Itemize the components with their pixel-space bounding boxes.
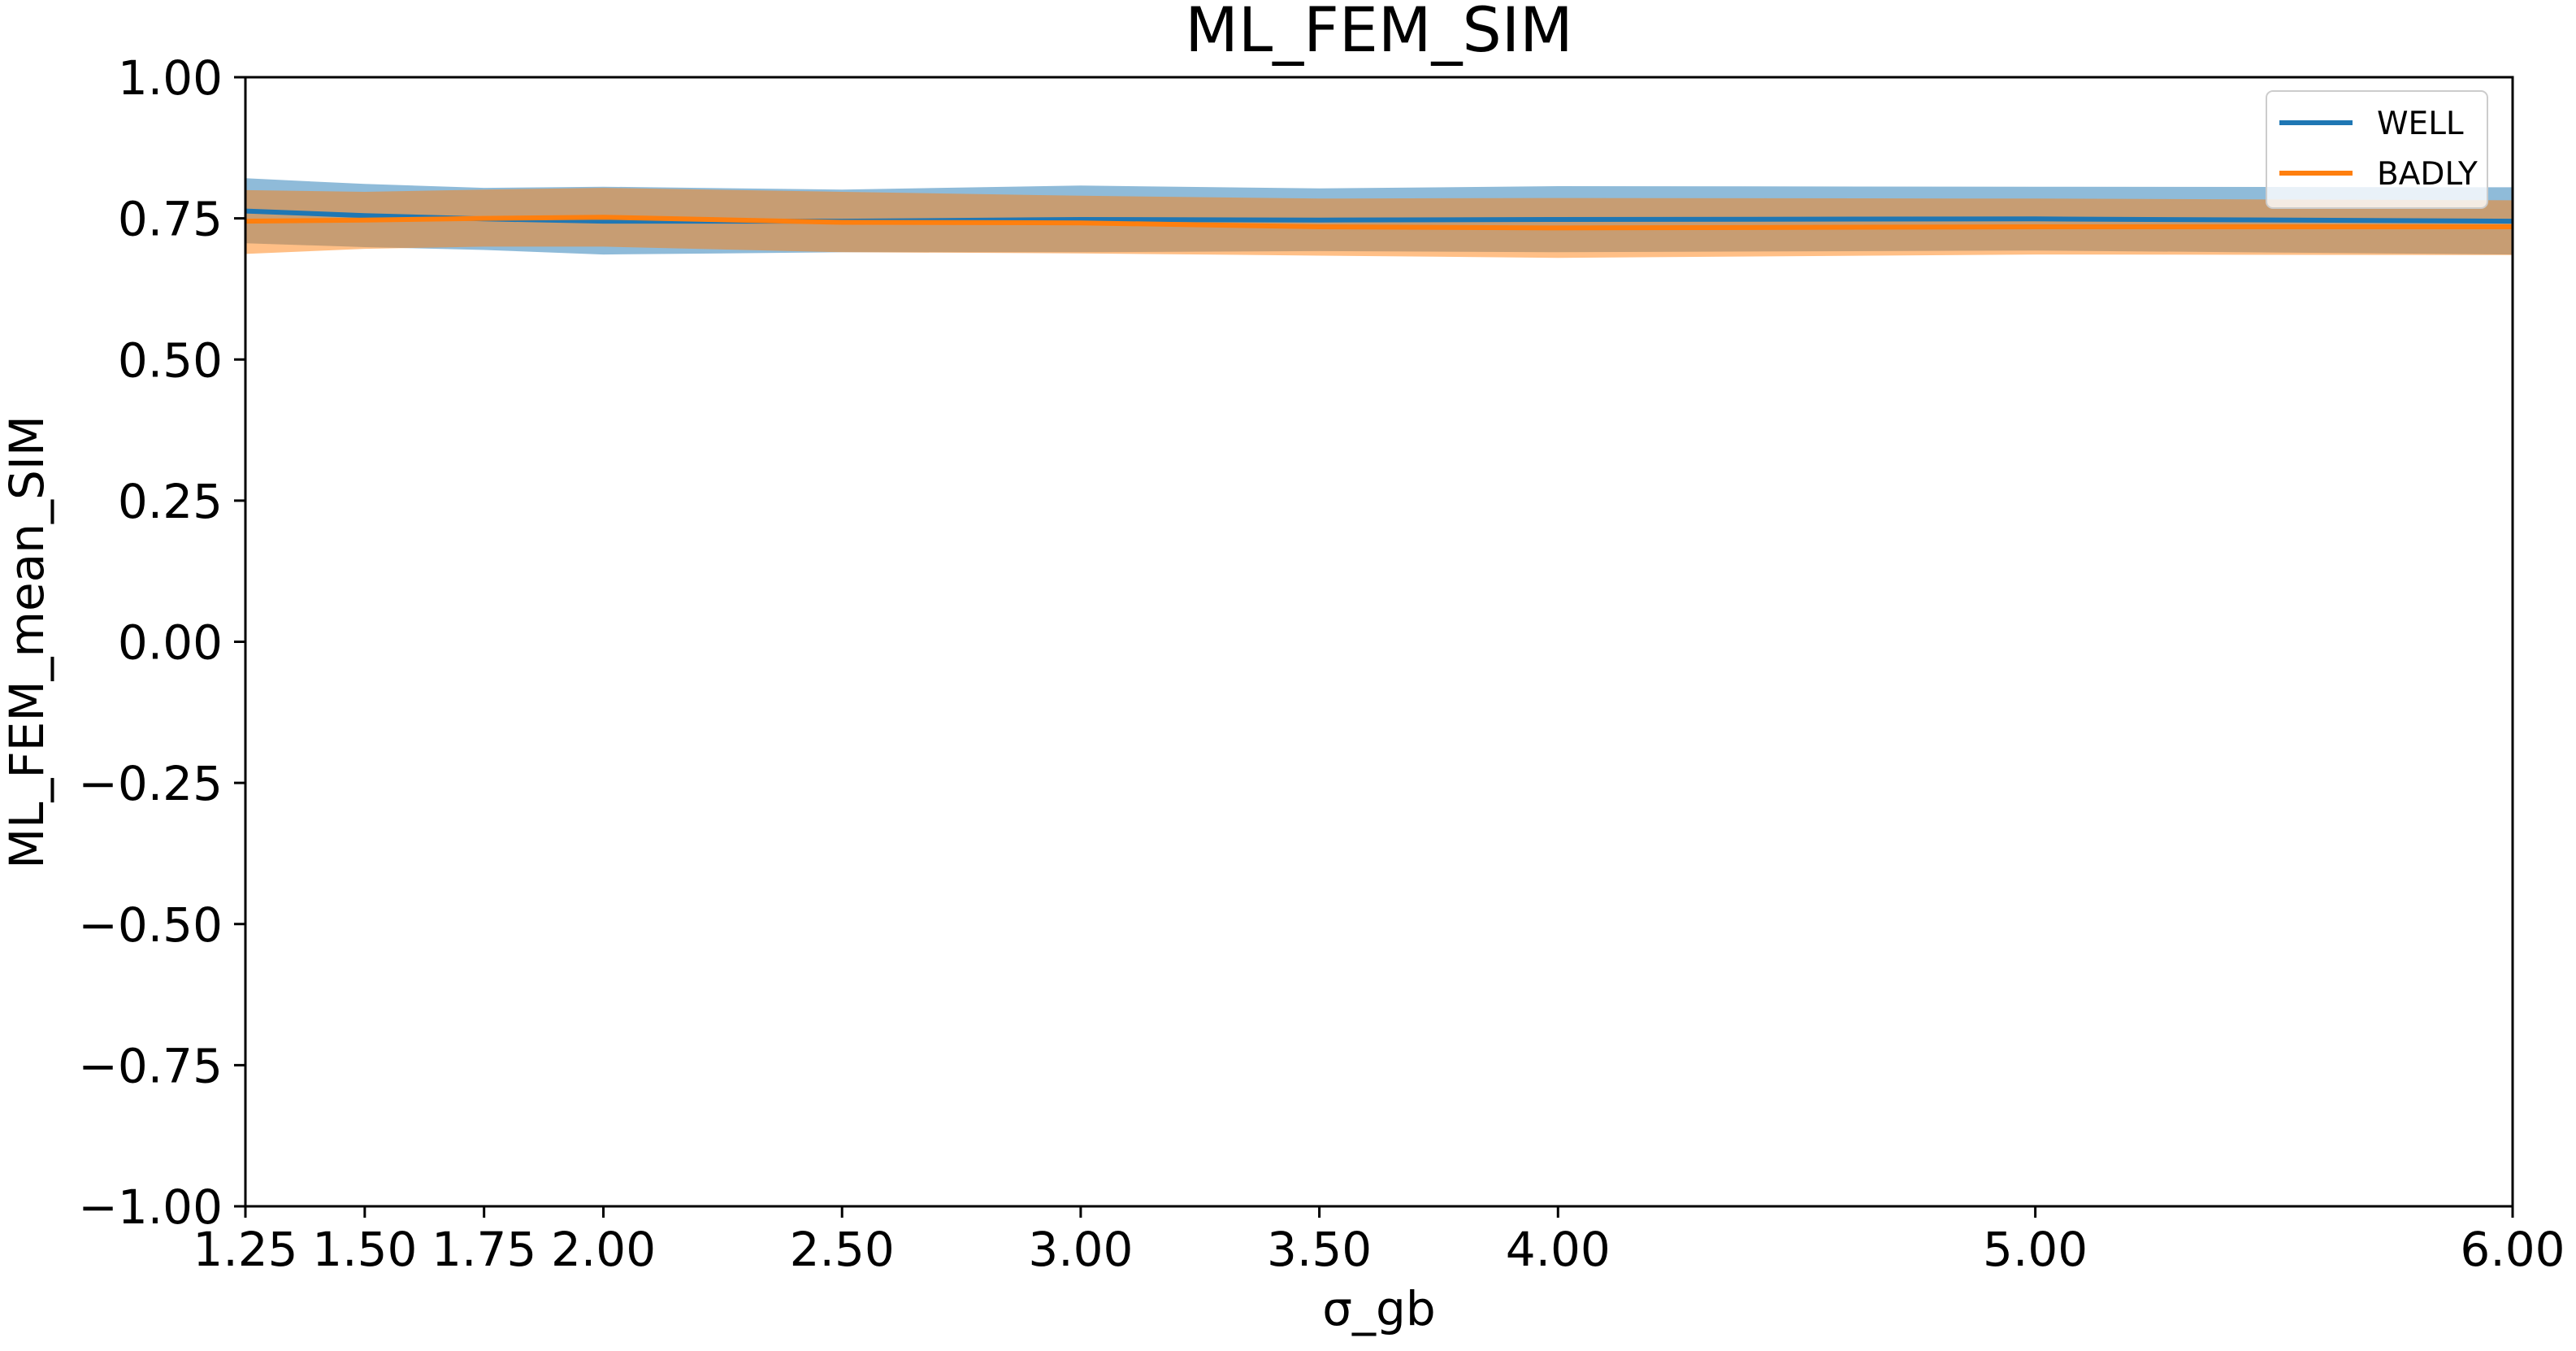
legend-label-badly: BADLY (2377, 156, 2478, 193)
y-tick-label: −0.75 (78, 1038, 223, 1093)
y-tick-label: 0.75 (118, 192, 223, 247)
y-axis-label: ML_FEM_mean_SIM (0, 415, 54, 869)
x-tick-label: 1.50 (312, 1222, 417, 1277)
y-tick-label: 0.00 (118, 615, 223, 671)
x-tick-label: 1.75 (432, 1222, 536, 1277)
y-tick-label: 0.50 (118, 332, 223, 388)
y-tick-label: 0.25 (118, 474, 223, 529)
chart-title: ML_FEM_SIM (1185, 0, 1572, 66)
legend-label-well: WELL (2377, 106, 2464, 142)
x-tick-label: 4.00 (1506, 1222, 1611, 1277)
y-tick-label: 1.00 (118, 50, 223, 106)
x-tick-label: 3.00 (1028, 1222, 1133, 1277)
confidence-bands (245, 178, 2513, 258)
y-tick-label: −1.00 (78, 1179, 223, 1235)
y-tick-label: −0.50 (78, 897, 223, 953)
series-line-badly (245, 215, 2513, 231)
x-tick-label: 3.50 (1267, 1222, 1372, 1277)
x-axis-label: σ_gb (1322, 1281, 1435, 1336)
x-tick-label: 5.00 (1983, 1222, 2088, 1277)
x-tick-label: 2.50 (790, 1222, 895, 1277)
legend: WELL BADLY (2266, 90, 2488, 209)
band-badly (245, 188, 2513, 258)
x-tick-label: 2.00 (551, 1222, 656, 1277)
y-tick-label: −0.25 (78, 756, 223, 811)
x-axis-ticks: 1.25 1.50 1.75 2.00 2.50 3.00 3.50 4.00 5.00 6.00 (193, 1206, 2565, 1277)
x-tick-label: 6.00 (2460, 1222, 2565, 1277)
x-tick-label: 1.25 (193, 1222, 297, 1277)
y-axis-ticks: −1.00 −0.75 −0.50 −0.25 0.00 0.25 0.50 0.75 1.00 (78, 50, 245, 1235)
